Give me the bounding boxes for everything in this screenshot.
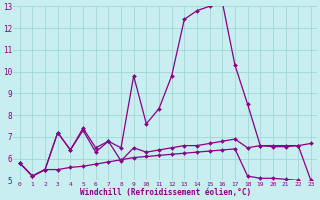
X-axis label: Windchill (Refroidissement éolien,°C): Windchill (Refroidissement éolien,°C) (80, 188, 251, 197)
